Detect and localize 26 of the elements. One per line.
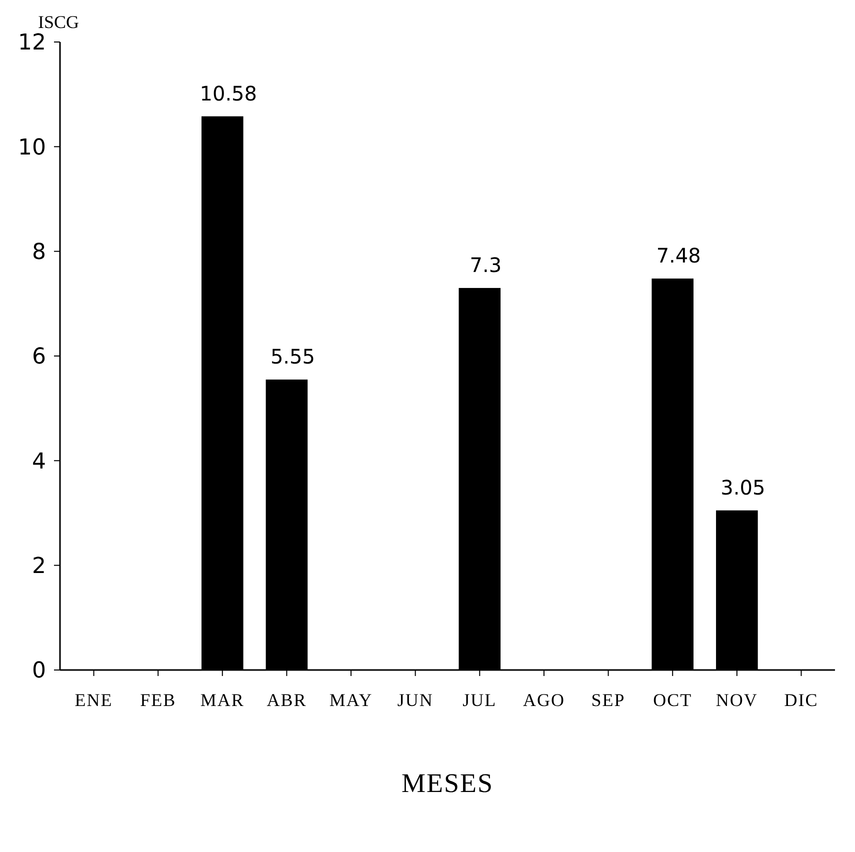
data-label: 7.48 bbox=[656, 244, 701, 268]
y-tick-label: 6 bbox=[32, 344, 46, 370]
y-tick-label: 12 bbox=[18, 30, 46, 56]
x-tick-label: ENE bbox=[74, 690, 113, 710]
data-label: 3.05 bbox=[720, 475, 766, 500]
x-tick-label: MAY bbox=[329, 690, 373, 710]
data-label: 5.55 bbox=[270, 344, 315, 369]
data-label: 7.3 bbox=[470, 252, 502, 277]
y-tick-label: 4 bbox=[32, 449, 46, 474]
y-tick-label: 8 bbox=[32, 240, 46, 266]
x-tick-label: FEB bbox=[140, 690, 176, 710]
x-axis-title: MESES bbox=[401, 768, 494, 798]
x-tick-label: JUL bbox=[462, 690, 497, 710]
y-tick-label: 0 bbox=[32, 658, 46, 684]
x-tick-label: MAR bbox=[200, 690, 244, 710]
y-axis-title: ISCG bbox=[38, 12, 80, 32]
x-tick-label: NOV bbox=[716, 690, 758, 710]
y-tick-label: 10 bbox=[18, 135, 46, 160]
x-tick-label: OCT bbox=[653, 690, 692, 710]
data-label: 10.58 bbox=[200, 81, 258, 106]
x-tick-label: ABR bbox=[266, 690, 307, 710]
x-tick-label: JUN bbox=[397, 690, 434, 710]
x-tick-label: AGO bbox=[522, 690, 565, 710]
x-tick-label: SEP bbox=[591, 690, 626, 710]
x-tick-label: DIC bbox=[784, 690, 818, 710]
y-tick-label: 2 bbox=[32, 554, 46, 580]
